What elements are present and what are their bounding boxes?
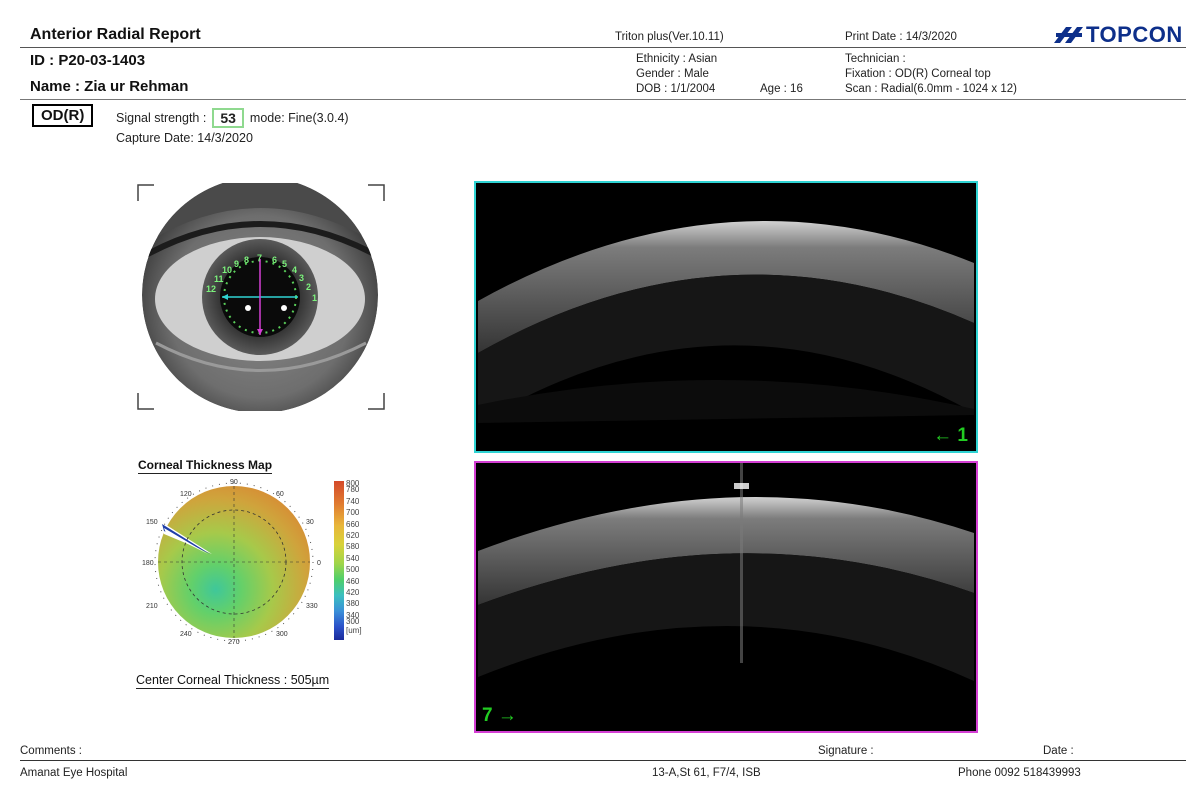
radial-label-1: 1 bbox=[312, 293, 317, 303]
thickness-map-title: Corneal Thickness Map bbox=[138, 458, 273, 474]
angle-0: 0 bbox=[317, 560, 321, 567]
scale-unit: [um] bbox=[346, 625, 362, 635]
fixation: Fixation : OD(R) Corneal top bbox=[845, 68, 991, 80]
angle-150: 150 bbox=[146, 519, 158, 526]
eye-image: 1 2 3 4 5 6 7 8 9 10 11 12 bbox=[137, 177, 385, 413]
gender: Gender : Male bbox=[636, 68, 709, 80]
scale-300: 300 bbox=[346, 617, 360, 627]
oct-scan-7: 7 → bbox=[474, 461, 978, 733]
scale-800: 800 bbox=[346, 479, 360, 488]
thickness-map: 90 60 30 0 330 300 270 240 210 180 150 1… bbox=[142, 476, 332, 646]
radial-label-7: 7 bbox=[257, 253, 262, 263]
scale-420: 420 bbox=[346, 588, 360, 598]
dob: DOB : 1/1/2004 bbox=[636, 83, 716, 95]
scan-1-arrow: ← bbox=[933, 425, 953, 446]
patient-name: Name : Zia ur Rehman bbox=[30, 78, 189, 95]
angle-330: 330 bbox=[306, 603, 318, 610]
scale-460: 460 bbox=[346, 576, 360, 586]
comments-label: Comments : bbox=[20, 745, 82, 757]
radial-label-2: 2 bbox=[306, 282, 311, 292]
technician: Technician : bbox=[845, 53, 906, 65]
scan-mode: mode: Fine(3.0.4) bbox=[249, 111, 349, 125]
signal-value: 53 bbox=[212, 108, 244, 128]
radial-label-12: 12 bbox=[206, 284, 216, 294]
radial-label-11: 11 bbox=[214, 274, 224, 284]
thickness-map-plot: 90 60 30 0 330 300 270 240 210 180 150 1… bbox=[142, 479, 321, 646]
scale-380: 380 bbox=[346, 599, 360, 609]
signal-row: Signal strength : 53 mode: Fine(3.0.4) bbox=[116, 108, 349, 128]
radial-label-4: 4 bbox=[292, 265, 297, 275]
scale-740: 740 bbox=[346, 496, 360, 506]
scale-340: 340 bbox=[346, 610, 360, 620]
angle-270: 270 bbox=[228, 639, 240, 644]
ethnicity: Ethnicity : Asian bbox=[636, 53, 718, 65]
topcon-logo-icon bbox=[1054, 27, 1083, 43]
scale-500: 500 bbox=[346, 565, 360, 575]
scale-700: 700 bbox=[346, 508, 360, 518]
eye-indicator: OD(R) bbox=[32, 104, 94, 127]
oct-scan-1: ← 1 bbox=[474, 181, 978, 453]
hospital-address: 13-A,St 61, F7/4, ISB bbox=[652, 767, 761, 779]
scale-540: 540 bbox=[346, 553, 360, 563]
angle-300: 300 bbox=[276, 631, 288, 638]
eye-image-panel: 1 2 3 4 5 6 7 8 9 10 11 12 bbox=[136, 177, 386, 413]
center-corneal-thickness: Center Corneal Thickness : 505µm bbox=[136, 673, 330, 689]
scan-7-arrow: → bbox=[497, 705, 517, 726]
scan-7-label: 7 → bbox=[482, 705, 517, 727]
age: Age : 16 bbox=[760, 83, 803, 95]
patient-id: ID : P20-03-1403 bbox=[30, 52, 146, 69]
scan-7-number: 7 bbox=[482, 705, 493, 726]
radial-label-10: 10 bbox=[222, 265, 232, 275]
angle-120: 120 bbox=[180, 491, 192, 498]
scale-620: 620 bbox=[346, 531, 360, 541]
radial-label-9: 9 bbox=[234, 259, 239, 269]
angle-180: 180 bbox=[142, 560, 154, 567]
scale-780: 780 bbox=[346, 485, 360, 495]
hospital-phone: Phone 0092 518439993 bbox=[958, 767, 1081, 779]
oct-scan-7-image bbox=[478, 463, 974, 681]
angle-240: 240 bbox=[180, 631, 192, 638]
signal-label: Signal strength : bbox=[116, 111, 207, 125]
scan-info: Scan : Radial(6.0mm - 1024 x 12) bbox=[845, 83, 1017, 95]
capture-date: Capture Date: 14/3/2020 bbox=[116, 131, 253, 145]
angle-210: 210 bbox=[146, 603, 158, 610]
angle-60: 60 bbox=[276, 491, 284, 498]
report-title: Anterior Radial Report bbox=[30, 26, 201, 43]
hospital-name: Amanat Eye Hospital bbox=[20, 767, 128, 779]
radial-label-5: 5 bbox=[282, 259, 287, 269]
date-label: Date : bbox=[1043, 745, 1074, 757]
device-version: Triton plus(Ver.10.11) bbox=[615, 31, 724, 43]
radial-label-8: 8 bbox=[244, 255, 249, 265]
angle-30: 30 bbox=[306, 519, 314, 526]
radial-label-3: 3 bbox=[299, 273, 304, 283]
scale-580: 580 bbox=[346, 542, 360, 552]
thickness-scale-labels: 800 780 740 700 660 620 580 540 500 460 … bbox=[346, 478, 362, 636]
brand-name: TOPCON bbox=[1086, 22, 1183, 47]
print-date: Print Date : 14/3/2020 bbox=[845, 31, 957, 43]
scan-1-number: 1 bbox=[957, 425, 968, 446]
thickness-color-scale bbox=[334, 481, 344, 640]
radial-label-6: 6 bbox=[272, 255, 277, 265]
scale-660: 660 bbox=[346, 519, 360, 529]
oct-scan-1-image bbox=[478, 220, 974, 423]
scan-1-label: ← 1 bbox=[933, 425, 968, 447]
topcon-logo: TOPCON bbox=[1052, 22, 1183, 48]
angle-90: 90 bbox=[230, 479, 238, 486]
signature-label: Signature : bbox=[818, 745, 874, 757]
